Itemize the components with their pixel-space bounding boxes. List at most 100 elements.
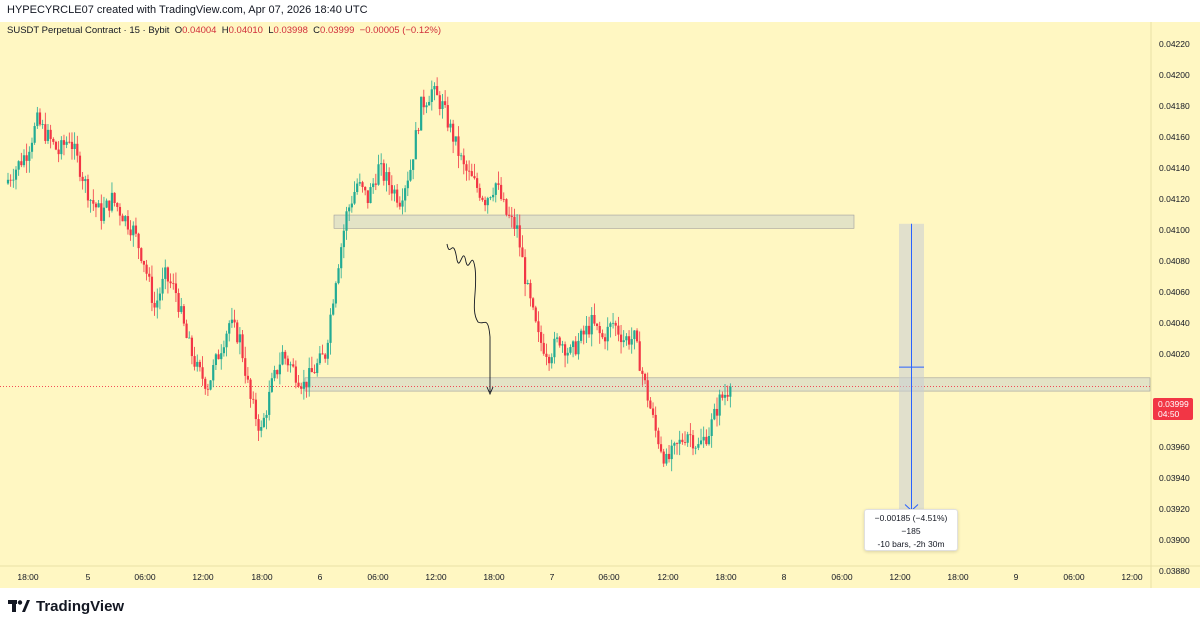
price-tick-label: 0.03900 — [1159, 535, 1190, 545]
candle-body — [324, 354, 327, 359]
tradingview-logo[interactable]: TradingView — [8, 598, 124, 615]
candle-body — [523, 257, 527, 285]
candle-body — [654, 414, 657, 431]
candle-body — [377, 164, 380, 185]
time-tick-label: 18:00 — [715, 572, 737, 582]
candle-body — [12, 179, 15, 181]
chart-panel[interactable]: 0.04220 0.04200 0.04180 0.04160 0.04140 0.041… — [0, 22, 1200, 588]
price-tick-label: 0.04040 — [1159, 318, 1190, 328]
candle-body — [539, 332, 543, 343]
price-tick-label: 0.04160 — [1159, 132, 1190, 142]
time-tick-label: 18:00 — [483, 572, 505, 582]
candle-body — [97, 203, 100, 208]
candle-body — [326, 342, 329, 359]
candle-body — [212, 365, 215, 381]
open-value: 0.04004 — [182, 25, 217, 36]
close-value: 0.03999 — [320, 25, 355, 36]
candle-body — [158, 293, 162, 301]
candle-body — [500, 184, 503, 199]
candle-body — [134, 225, 138, 234]
candle-body — [638, 341, 641, 371]
candle-body — [356, 183, 359, 192]
time-tick-label: 12:00 — [657, 572, 679, 582]
drawn-arrow-head — [486, 386, 494, 396]
candle-body — [286, 358, 289, 366]
candle-body — [385, 172, 388, 181]
time-tick-label: 12:00 — [1121, 572, 1143, 582]
candle-body — [337, 268, 340, 284]
candle-body — [649, 400, 652, 409]
candle-body — [230, 319, 233, 324]
candle-body — [100, 203, 103, 221]
candle-body — [404, 188, 407, 201]
candle-body — [345, 211, 348, 231]
candle-body — [318, 353, 321, 364]
candle-body — [342, 230, 345, 248]
candle-body — [425, 105, 428, 108]
candle-body — [577, 340, 580, 355]
drawn-squiggle-path — [446, 243, 491, 392]
candle-body — [302, 381, 305, 389]
candle-body — [289, 364, 292, 366]
candle-body — [366, 190, 369, 204]
candle-body — [340, 247, 343, 269]
candle-body — [364, 187, 367, 191]
candle-body — [417, 130, 420, 131]
candle-body — [204, 378, 207, 389]
candle-body — [665, 453, 668, 464]
candle-body — [643, 373, 647, 381]
candle-body — [595, 323, 599, 327]
candle-body — [118, 206, 122, 216]
candle-body — [188, 337, 191, 339]
candle-body — [697, 444, 700, 448]
candle-body — [222, 347, 226, 354]
candle-body — [561, 344, 564, 346]
candle-body — [593, 314, 596, 324]
bar-countdown: 04:50 — [1158, 409, 1180, 419]
candle-body — [715, 408, 719, 416]
candle-body — [633, 330, 636, 340]
candle-body — [662, 451, 665, 464]
candle-body — [126, 216, 130, 230]
candle-body — [209, 380, 212, 390]
candle-body — [68, 141, 71, 143]
candle-body — [284, 351, 287, 359]
candle-body — [531, 298, 535, 308]
open-label: O — [174, 25, 183, 36]
candle-body — [657, 430, 660, 445]
candle-body — [393, 189, 396, 194]
candle-body — [150, 276, 154, 303]
candle-body — [36, 112, 39, 127]
candle-body — [686, 434, 689, 443]
candle-body — [398, 202, 401, 207]
candle-body — [113, 192, 116, 203]
brand-name: TradingView — [36, 598, 125, 615]
candle-body — [273, 370, 276, 379]
low-label: L — [268, 25, 274, 36]
candle-body — [406, 180, 409, 189]
price-tick-label: 0.04080 — [1159, 256, 1190, 266]
last-price-value: 0.03999 — [1158, 399, 1189, 409]
candle-body — [438, 95, 441, 110]
candle-body — [20, 161, 23, 166]
candle-body — [585, 325, 588, 335]
candle-body — [228, 323, 231, 334]
price-chart[interactable]: 0.04220 0.04200 0.04180 0.04160 0.04140 0.041… — [0, 22, 1200, 588]
time-tick-label: 18:00 — [947, 572, 969, 582]
candle-body — [449, 123, 452, 128]
candle-body — [446, 105, 449, 128]
candle-body — [22, 155, 26, 166]
candle-body — [238, 334, 241, 343]
candle-body — [420, 96, 423, 131]
tradingview-logo-icon — [8, 599, 30, 614]
candle-body — [606, 326, 609, 342]
candle-body — [721, 394, 724, 398]
candle-body — [372, 183, 375, 188]
candle-body — [702, 436, 705, 441]
candle-body — [537, 321, 540, 333]
candle-body — [558, 337, 561, 346]
candle-body — [452, 123, 455, 142]
candle-body — [84, 179, 87, 182]
candle-body — [252, 398, 255, 400]
candle-body — [217, 354, 220, 360]
